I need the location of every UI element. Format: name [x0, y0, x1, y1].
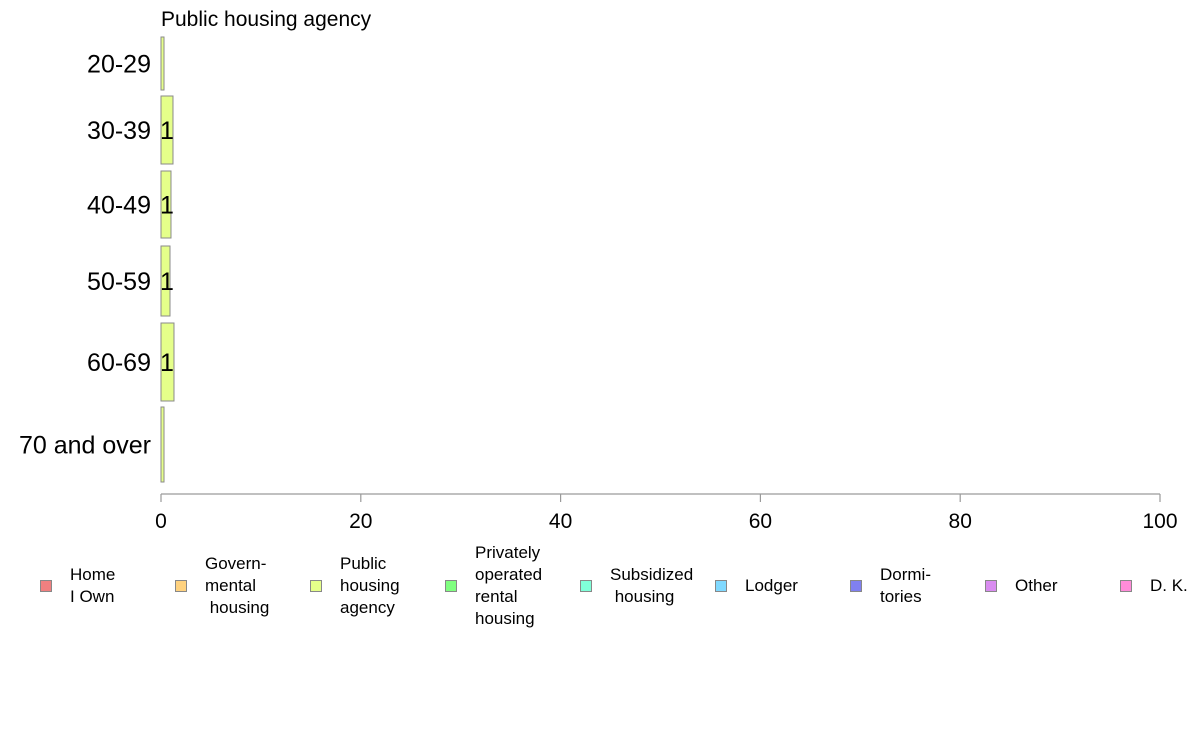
bars-group: 1 1 1 1	[160, 36, 175, 483]
y-tick-label: 20-29	[87, 51, 151, 79]
y-tick-label: 60-69	[87, 349, 151, 377]
bar-chart: Public housing agency 1 1 1 1 20-29 30-39 40-…	[19, 8, 1178, 533]
legend-label: Govern- mental housing	[205, 554, 270, 617]
legend-item: Home I Own	[40, 565, 115, 606]
legend-swatch	[1120, 580, 1132, 592]
bar-70-and-over	[160, 406, 165, 483]
bar-30-39	[160, 95, 174, 165]
legend-swatch	[310, 580, 322, 592]
legend: Home I Own Govern- mental housing Public h…	[0, 540, 1188, 640]
legend-swatch	[40, 580, 52, 592]
legend-label: Dormi- tories	[880, 565, 931, 606]
legend-label: Lodger	[745, 576, 798, 595]
legend-swatch	[985, 580, 997, 592]
bar-60-69	[160, 322, 175, 402]
bar-data-label: 1	[160, 117, 174, 145]
y-tick-label: 50-59	[87, 268, 151, 296]
x-tick-label: 100	[1142, 510, 1177, 533]
y-tick-label: 70 and over	[19, 432, 151, 460]
legend-label: D. K.	[1150, 576, 1188, 595]
legend-item: Privately operated rental housing	[445, 543, 542, 628]
legend-item: Govern- mental housing	[175, 554, 269, 617]
legend-item: Subsidized housing	[580, 565, 693, 606]
legend-item: Lodger	[715, 576, 798, 595]
bar-data-label: 1	[160, 349, 174, 377]
chart-title: Public housing agency	[161, 8, 372, 31]
y-tick-label: 40-49	[87, 192, 151, 220]
legend-swatch	[580, 580, 592, 592]
bar-20-29	[160, 36, 165, 91]
legend-label: Public housing agency	[340, 554, 400, 617]
y-axis-labels: 20-29 30-39 40-49 50-59 60-69 70 and over	[19, 51, 151, 460]
y-tick-label: 30-39	[87, 117, 151, 145]
legend-swatch	[850, 580, 862, 592]
bar-50-59	[160, 245, 171, 317]
legend-swatch	[445, 580, 457, 592]
legend-label: Privately operated rental housing	[475, 543, 543, 628]
x-axis: 0 20 40 60 80 100	[155, 493, 1178, 533]
bar-40-49	[160, 170, 172, 239]
x-tick-label: 40	[549, 510, 572, 533]
legend-item: Dormi- tories	[850, 565, 931, 606]
legend-item: Other	[985, 576, 1058, 595]
legend-label: Other	[1015, 576, 1058, 595]
x-tick-label: 20	[349, 510, 372, 533]
bar-data-label: 1	[160, 268, 174, 296]
legend-swatch	[175, 580, 187, 592]
x-tick-label: 0	[155, 510, 167, 533]
x-tick-label: 60	[749, 510, 772, 533]
legend-label: Home I Own	[70, 565, 116, 606]
x-tick-label: 80	[949, 510, 972, 533]
legend-item: Public housing agency	[310, 554, 400, 617]
legend-item: D. K.	[1120, 576, 1188, 595]
legend-swatch	[715, 580, 727, 592]
legend-label: Subsidized housing	[610, 565, 694, 606]
bar-data-label: 1	[160, 192, 174, 220]
